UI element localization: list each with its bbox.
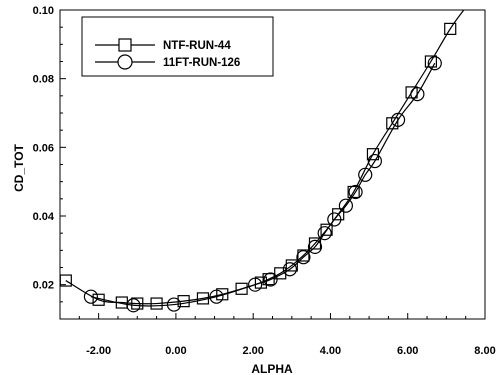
data-point-11ft-run-126 <box>327 212 342 227</box>
legend-square-marker <box>118 38 132 52</box>
data-point-11ft-run-126 <box>126 298 141 313</box>
data-point-ntf-run-44 <box>235 282 248 295</box>
x-tick-label: 0.00 <box>165 345 186 357</box>
x-tick-label: 2.00 <box>242 345 263 357</box>
data-point-ntf-run-44 <box>332 208 345 221</box>
data-point-ntf-run-44 <box>320 223 333 236</box>
legend: NTF-RUN-44 11FT-RUN-126 <box>81 16 274 77</box>
data-point-ntf-run-44 <box>177 295 190 308</box>
data-point-ntf-run-44 <box>274 267 287 280</box>
data-point-11ft-run-126 <box>367 153 382 169</box>
x-tick-label: 4.00 <box>320 345 341 357</box>
x-tick-label: 8.00 <box>474 345 495 357</box>
data-point-11ft-run-126 <box>248 277 263 292</box>
data-point-ntf-run-44 <box>150 297 163 310</box>
x-axis: -2.00 0.00 2.00 4.00 6.00 8.00 <box>59 313 496 357</box>
data-point-11ft-run-126 <box>358 167 373 182</box>
data-point-ntf-run-44 <box>285 259 298 272</box>
data-point-11ft-run-126 <box>317 226 332 241</box>
y-tick-label: 0.06 <box>33 142 54 154</box>
data-point-ntf-run-44 <box>424 55 438 68</box>
data-point-11ft-run-126 <box>410 87 425 102</box>
data-point-11ft-run-126 <box>296 250 311 265</box>
legend-box <box>81 16 274 77</box>
data-point-ntf-run-44 <box>131 297 144 310</box>
data-point-11ft-run-126 <box>263 272 278 287</box>
series-layer <box>59 9 465 313</box>
data-point-11ft-run-126 <box>390 112 406 127</box>
y-axis-title: CD_TOT <box>12 143 26 191</box>
data-point-11ft-run-126 <box>282 262 297 277</box>
data-point-11ft-run-126 <box>83 289 99 304</box>
series-line-11ft-run-126 <box>90 62 436 307</box>
y-tick-label: 0.08 <box>33 74 54 86</box>
x-axis-title: ALPHA <box>251 362 293 375</box>
y-tick-label: 0.04 <box>33 211 55 223</box>
y-axis: 0.02 0.04 0.06 0.08 0.10 <box>33 5 66 320</box>
data-point-ntf-run-44 <box>297 249 310 262</box>
legend-label-ntf: NTF-RUN-44 <box>163 40 231 52</box>
data-point-11ft-run-126 <box>338 198 354 213</box>
y-tick-label: 0.10 <box>33 5 54 17</box>
data-point-11ft-run-126 <box>348 184 363 200</box>
x-tick-label: 6.00 <box>397 345 418 357</box>
data-point-ntf-run-44 <box>444 22 457 35</box>
data-point-11ft-run-126 <box>166 297 182 312</box>
data-point-ntf-run-44 <box>59 274 72 287</box>
data-point-11ft-run-126 <box>209 289 224 304</box>
x-tick-label: -2.00 <box>86 345 111 357</box>
data-point-11ft-run-126 <box>307 239 323 254</box>
legend-circle-marker <box>117 54 133 70</box>
legend-label-11ft: 11FT-RUN-126 <box>163 57 240 69</box>
data-point-11ft-run-126 <box>427 56 442 71</box>
data-point-ntf-run-44 <box>347 185 360 199</box>
y-tick-label: 0.02 <box>33 280 54 292</box>
